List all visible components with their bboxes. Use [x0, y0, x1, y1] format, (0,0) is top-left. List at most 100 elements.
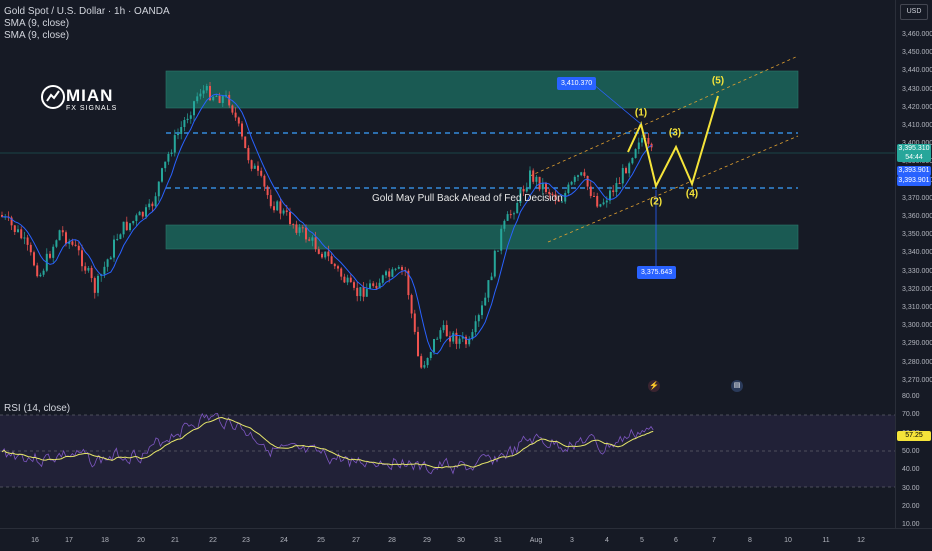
time-axis[interactable] — [0, 528, 932, 551]
candle-body — [583, 172, 586, 176]
us-flag-icon[interactable]: ▤ — [731, 380, 743, 392]
price-tick: 3,400.000 — [902, 140, 932, 147]
candle-body — [407, 270, 410, 296]
symbol-legend[interactable]: Gold Spot / U.S. Dollar · 1h · OANDA — [4, 6, 170, 17]
price-tick: 3,430.000 — [902, 85, 932, 93]
candle-body — [276, 201, 279, 211]
candle-body — [170, 152, 173, 154]
candle-body — [209, 85, 211, 101]
candle-body — [109, 257, 112, 260]
candle-body — [509, 214, 512, 216]
rsi-legend[interactable]: RSI (14, close) — [4, 403, 71, 414]
candle-body — [513, 213, 515, 215]
candle-body — [378, 282, 381, 289]
candle-body — [519, 189, 522, 203]
candle-body — [74, 244, 77, 246]
candle-body — [634, 149, 637, 158]
candle-body — [269, 195, 272, 207]
candle-body — [250, 160, 253, 169]
candle-body — [625, 168, 627, 174]
bar-countdown: 54:44 — [905, 154, 923, 161]
candle-body — [68, 241, 71, 244]
candle-body — [228, 94, 231, 106]
candle-body — [234, 112, 237, 118]
currency-button[interactable]: USD — [900, 4, 928, 20]
sma-line — [1, 93, 652, 355]
price-tick: 3,330.000 — [902, 267, 932, 275]
time-tick: 6 — [674, 537, 678, 544]
chart-headline[interactable]: Gold May Pull Back Ahead of Fed Decision — [372, 193, 563, 204]
candle-body — [349, 277, 352, 283]
candle-body — [292, 224, 295, 226]
candle-body — [196, 96, 199, 102]
candle-body — [465, 336, 467, 345]
candle-body — [372, 283, 375, 286]
candle-body — [173, 135, 176, 153]
candle-body — [116, 238, 119, 240]
candle-body — [503, 220, 506, 229]
candle-body — [177, 133, 179, 136]
candle-body — [132, 221, 135, 224]
candle-body — [39, 274, 42, 277]
wave-label-3[interactable]: (3) — [668, 127, 682, 139]
candle-body — [308, 239, 311, 241]
wave-label-2[interactable]: (2) — [649, 196, 663, 208]
time-tick: 20 — [137, 537, 145, 544]
candle-body — [586, 175, 589, 187]
candle-body — [97, 275, 99, 293]
candle-body — [337, 266, 339, 269]
candle-body — [618, 183, 621, 185]
candle-body — [247, 148, 250, 161]
candle-body — [410, 295, 413, 314]
candle-body — [487, 280, 490, 298]
candle-body — [36, 265, 39, 277]
candle-body — [23, 237, 26, 239]
time-tick: 28 — [388, 537, 396, 544]
candle-body — [305, 227, 307, 240]
sma-legend-2[interactable]: SMA (9, close) — [4, 30, 70, 41]
time-tick: 12 — [857, 537, 865, 544]
candle-body — [93, 278, 96, 293]
candle-body — [65, 232, 67, 244]
logo-icon — [41, 85, 65, 109]
candle-body — [420, 356, 423, 368]
logo-sub: FX SIGNALS — [66, 105, 118, 112]
time-tick: 25 — [317, 537, 325, 544]
candle-body — [231, 105, 234, 113]
candle-body — [180, 127, 183, 134]
candle-body — [145, 207, 147, 217]
lightning-icon[interactable]: ⚡ — [648, 380, 660, 392]
time-tick: 30 — [457, 537, 465, 544]
wave-label-4[interactable]: (4) — [685, 188, 699, 200]
sma-legend-1[interactable]: SMA (9, close) — [4, 18, 70, 29]
high-callout[interactable]: 3,410.370 — [557, 77, 597, 90]
candle-body — [13, 225, 16, 233]
candle-body — [497, 250, 499, 252]
rsi-tick: 50.00 — [902, 447, 920, 455]
candle-body — [401, 267, 403, 270]
candle-body — [516, 202, 519, 214]
candle-body — [154, 196, 157, 207]
candle-body — [301, 227, 304, 229]
candle-body — [641, 137, 643, 143]
candle-body — [397, 267, 400, 269]
price-chart[interactable] — [0, 0, 895, 528]
candle-body — [493, 250, 496, 277]
price-tick: 3,280.000 — [902, 358, 932, 366]
candle-body — [481, 305, 483, 316]
candle-body — [106, 259, 109, 267]
candle-body — [225, 94, 227, 97]
candle-body — [263, 175, 266, 187]
wave-label-5[interactable]: (5) — [711, 75, 725, 87]
candle-body — [330, 256, 333, 264]
candle-body — [461, 336, 464, 339]
candle-body — [17, 229, 19, 233]
low-callout[interactable]: 3,375.643 — [637, 266, 677, 279]
resistance-zone — [165, 70, 799, 109]
candle-body — [522, 189, 525, 192]
candle-body — [257, 165, 259, 171]
time-tick: 24 — [280, 537, 288, 544]
wave-label-1[interactable]: (1) — [634, 107, 648, 119]
price-tick: 3,420.000 — [902, 103, 932, 111]
candle-body — [33, 252, 35, 266]
